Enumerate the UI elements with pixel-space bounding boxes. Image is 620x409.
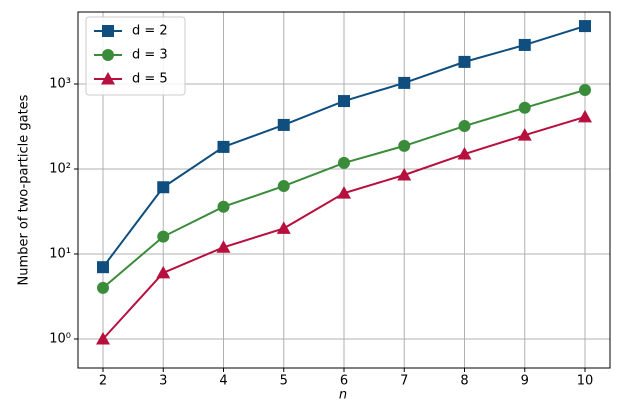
x-tick-label: 9: [521, 374, 529, 389]
legend-label: d = 2: [132, 24, 168, 39]
x-tick-label: 6: [340, 374, 348, 389]
x-tick-label: 7: [400, 374, 408, 389]
marker: [96, 332, 111, 345]
marker: [518, 38, 531, 51]
y-tick-label: 10²: [49, 162, 71, 177]
x-tick-label: 3: [159, 374, 167, 389]
marker: [398, 139, 411, 152]
marker: [156, 265, 171, 279]
marker: [337, 186, 351, 199]
marker: [157, 181, 170, 194]
legend-marker: [102, 25, 114, 37]
x-tick-label: 5: [280, 374, 288, 389]
marker: [276, 221, 291, 234]
marker: [338, 156, 350, 169]
marker: [338, 95, 350, 108]
marker: [578, 83, 591, 96]
marker: [578, 20, 591, 33]
marker: [97, 261, 110, 274]
marker: [217, 140, 230, 153]
marker: [397, 168, 412, 181]
x-axis-label: n: [339, 388, 347, 403]
legend-marker: [102, 49, 114, 61]
legend-marker: [101, 72, 115, 85]
marker: [277, 118, 290, 131]
plot-frame: [77, 11, 611, 369]
x-tick-label: 10: [577, 374, 594, 389]
x-tick-label: 8: [460, 374, 468, 389]
marker: [97, 281, 110, 294]
marker: [458, 55, 471, 68]
marker: [217, 200, 230, 213]
marker: [577, 109, 592, 123]
marker: [157, 230, 170, 243]
x-tick-label: 4: [219, 374, 227, 389]
marker: [517, 128, 532, 141]
marker: [277, 180, 290, 193]
y-tick-label: 10⁰: [49, 332, 71, 347]
y-axis-label: Number of two-particle gates: [17, 94, 32, 285]
x-tick-label: 2: [99, 374, 107, 389]
legend-label: d = 3: [132, 48, 168, 63]
marker: [457, 147, 472, 160]
y-tick-label: 10¹: [49, 247, 71, 262]
marker: [398, 76, 411, 89]
y-tick-label: 10³: [49, 76, 71, 91]
marker: [518, 101, 531, 114]
marker: [216, 240, 231, 253]
legend-label: d = 5: [132, 72, 168, 87]
marker: [458, 120, 471, 133]
